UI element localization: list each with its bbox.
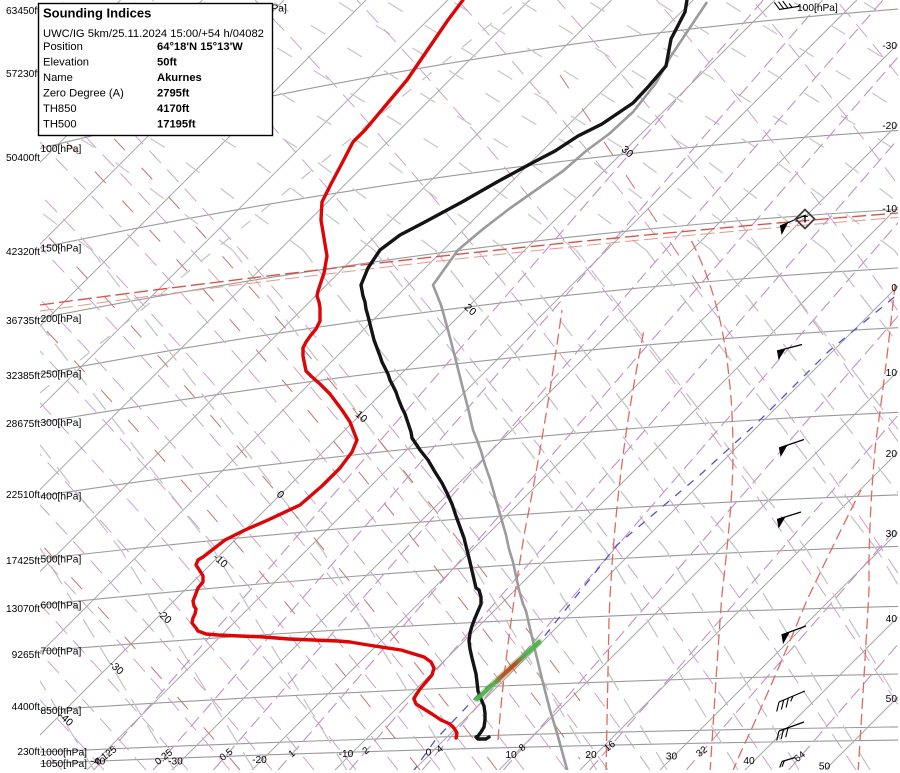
svg-text:10: 10 bbox=[886, 368, 898, 379]
svg-text:17425ft: 17425ft bbox=[6, 556, 40, 567]
svg-text:17195ft: 17195ft bbox=[157, 119, 196, 131]
svg-text:-40: -40 bbox=[91, 757, 106, 768]
svg-text:-20: -20 bbox=[882, 121, 897, 132]
svg-text:TH500: TH500 bbox=[43, 119, 77, 131]
svg-text:1000[hPa]: 1000[hPa] bbox=[41, 748, 88, 759]
svg-text:100[hPa]: 100[hPa] bbox=[797, 3, 838, 14]
svg-text:Position: Position bbox=[43, 41, 83, 53]
svg-text:40: 40 bbox=[886, 614, 898, 625]
svg-text:20: 20 bbox=[886, 449, 898, 460]
svg-text:500[hPa]: 500[hPa] bbox=[41, 555, 82, 566]
svg-text:30: 30 bbox=[666, 752, 678, 763]
svg-text:Sounding Indices: Sounding Indices bbox=[43, 6, 151, 21]
svg-text:-10: -10 bbox=[882, 204, 897, 215]
svg-text:-10: -10 bbox=[339, 749, 354, 760]
svg-text:36735ft: 36735ft bbox=[6, 316, 40, 327]
svg-text:20: 20 bbox=[585, 750, 597, 761]
svg-text:50ft: 50ft bbox=[157, 57, 177, 69]
svg-text:100[hPa]: 100[hPa] bbox=[41, 144, 82, 155]
svg-text:-30: -30 bbox=[882, 41, 897, 52]
svg-text:300[hPa]: 300[hPa] bbox=[41, 418, 82, 429]
svg-text:28675ft: 28675ft bbox=[6, 419, 40, 430]
svg-text:850[hPa]: 850[hPa] bbox=[41, 706, 82, 717]
svg-text:200[hPa]: 200[hPa] bbox=[41, 314, 82, 325]
svg-text:2: 2 bbox=[361, 745, 372, 757]
svg-text:2795ft: 2795ft bbox=[157, 88, 190, 100]
svg-text:63450ft: 63450ft bbox=[6, 6, 40, 17]
svg-text:0: 0 bbox=[891, 283, 897, 294]
svg-text:50: 50 bbox=[886, 694, 898, 705]
svg-text:-30: -30 bbox=[168, 757, 183, 768]
svg-text:30: 30 bbox=[886, 529, 898, 540]
svg-text:50: 50 bbox=[819, 762, 831, 773]
svg-text:Zero Degree (A): Zero Degree (A) bbox=[43, 88, 124, 100]
svg-text:600[hPa]: 600[hPa] bbox=[41, 601, 82, 612]
svg-text:Akurnes: Akurnes bbox=[157, 72, 202, 84]
svg-text:230ft: 230ft bbox=[17, 747, 40, 758]
svg-text:22510ft: 22510ft bbox=[6, 490, 40, 501]
svg-text:700[hPa]: 700[hPa] bbox=[41, 647, 82, 658]
svg-text:-20: -20 bbox=[252, 755, 267, 766]
svg-text:T: T bbox=[802, 215, 808, 226]
svg-text:4400ft: 4400ft bbox=[12, 702, 40, 713]
svg-text:Elevation: Elevation bbox=[43, 57, 89, 69]
svg-text:9265ft: 9265ft bbox=[12, 650, 40, 661]
svg-text:32: 32 bbox=[694, 744, 709, 759]
svg-text:10: 10 bbox=[505, 750, 517, 761]
svg-text:1050[hPa]: 1050[hPa] bbox=[41, 759, 88, 770]
svg-text:50400ft: 50400ft bbox=[6, 153, 40, 164]
svg-text:57230ft: 57230ft bbox=[6, 69, 40, 80]
svg-text:32385ft: 32385ft bbox=[6, 371, 40, 382]
svg-text:TH850: TH850 bbox=[43, 103, 77, 115]
svg-text:0: 0 bbox=[426, 748, 432, 759]
svg-text:42320ft: 42320ft bbox=[6, 247, 40, 258]
svg-text:4: 4 bbox=[435, 743, 447, 755]
svg-text:1: 1 bbox=[287, 748, 298, 760]
svg-text:250[hPa]: 250[hPa] bbox=[41, 370, 82, 381]
svg-text:400[hPa]: 400[hPa] bbox=[41, 492, 82, 503]
svg-text:4170ft: 4170ft bbox=[157, 103, 190, 115]
svg-text:13070ft: 13070ft bbox=[6, 604, 40, 615]
svg-text:150[hPa]: 150[hPa] bbox=[41, 243, 82, 254]
svg-text:40: 40 bbox=[743, 756, 755, 767]
svg-text:UWC/IG 5km/25.11.2024 15:00/+5: UWC/IG 5km/25.11.2024 15:00/+54 h/04082 bbox=[43, 28, 264, 40]
svg-text:8: 8 bbox=[517, 742, 529, 754]
svg-text:64°18'N 15°13'W: 64°18'N 15°13'W bbox=[157, 41, 243, 53]
svg-text:Name: Name bbox=[43, 72, 73, 84]
